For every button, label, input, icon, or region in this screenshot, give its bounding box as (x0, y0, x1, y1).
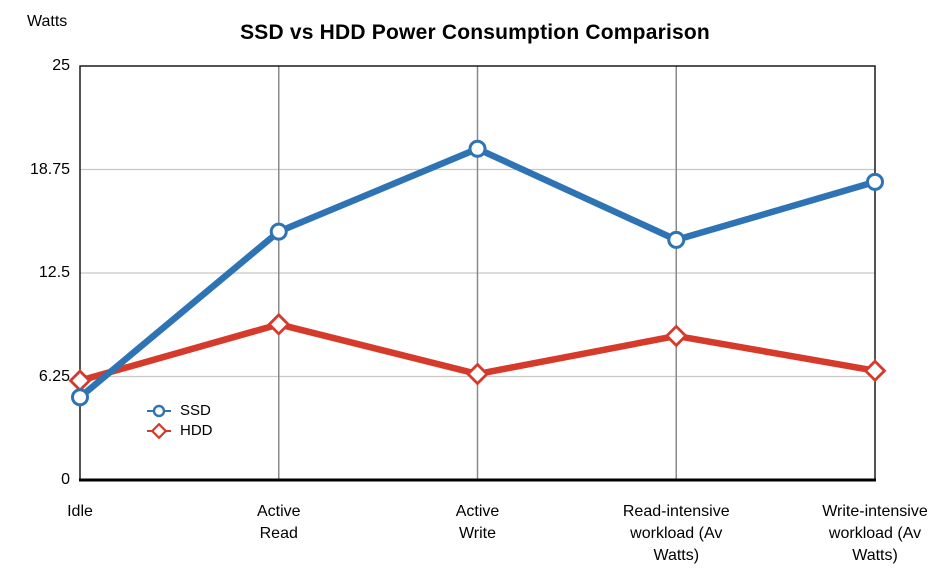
data-point-ssd (269, 222, 288, 241)
y-tick-label: 6.25 (38, 367, 70, 385)
x-category-label: Write-intensive workload (Av Watts) (822, 503, 928, 564)
x-category-label: Active Read (256, 503, 301, 542)
data-point-ssd (667, 230, 686, 249)
legend-marker-shape (152, 404, 166, 418)
y-tick-label: 25 (52, 57, 70, 74)
chart-title: SSD vs HDD Power Consumption Comparison (240, 21, 710, 44)
x-category-label: Active Write (455, 503, 500, 542)
legend-marker-shape (150, 423, 168, 439)
x-category-label: Idle (67, 503, 93, 520)
data-point-ssd (468, 139, 487, 158)
y-tick-label: 0 (61, 471, 70, 488)
legend-item-hdd: HDD (147, 421, 213, 441)
data-point-hdd (466, 362, 489, 386)
legend-label: HDD (180, 422, 213, 439)
data-point-hdd (68, 369, 92, 393)
x-category-label: Read-intensive workload (Av Watts) (622, 503, 730, 564)
y-axis-title: Watts (27, 13, 68, 30)
data-point-ssd (71, 388, 89, 407)
data-point-hdd (863, 359, 887, 383)
legend-item-ssd: SSD (147, 401, 213, 421)
legend-diamond-icon (147, 423, 171, 439)
data-point-hdd (267, 312, 291, 336)
data-point-ssd (866, 172, 884, 191)
y-tick-label: 12.5 (38, 264, 70, 281)
legend-label: SSD (180, 402, 211, 419)
data-point-hdd (664, 324, 688, 348)
y-tick-label: 18.75 (29, 160, 70, 178)
legend: SSD HDD (147, 401, 213, 441)
legend-circle-icon (147, 404, 171, 418)
